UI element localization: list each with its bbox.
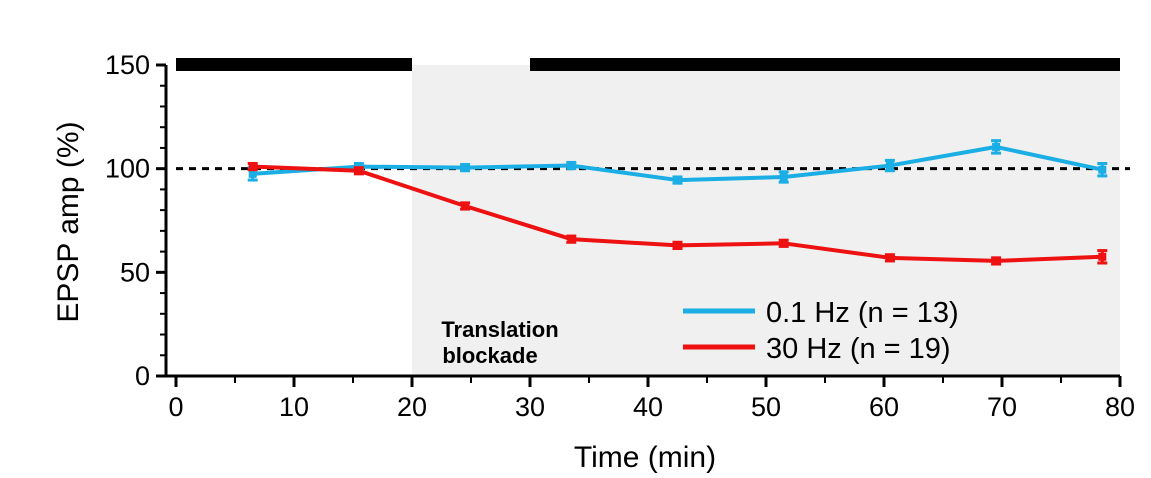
series-1 — [247, 161, 1108, 266]
x-axis-title: Time (min) — [574, 441, 716, 474]
y-tick-label: 50 — [120, 257, 150, 287]
x-tick-label: 10 — [279, 392, 309, 422]
data-point — [992, 142, 1001, 151]
data-point — [673, 176, 682, 185]
y-tick-label: 0 — [135, 361, 150, 391]
y-axis-title: EPSP amp (%) — [52, 121, 85, 322]
x-tick-label: 80 — [1105, 392, 1135, 422]
data-point — [1098, 165, 1107, 174]
data-point — [673, 241, 682, 250]
x-tick-label: 0 — [168, 392, 183, 422]
data-point — [885, 161, 894, 170]
data-point — [567, 235, 576, 244]
data-point — [992, 256, 1001, 265]
x-tick-label: 20 — [397, 392, 427, 422]
x-tick-label: 60 — [869, 392, 899, 422]
data-point — [885, 253, 894, 262]
treatment-bar-1 — [530, 58, 1120, 71]
series-layer — [247, 139, 1108, 266]
legend: 0.1 Hz (n = 13) 30 Hz (n = 19) — [683, 297, 959, 365]
legend-label-0-1hz: 0.1 Hz (n = 13) — [766, 297, 959, 329]
treatment-bars-layer — [176, 58, 1120, 71]
x-tick-label: 40 — [633, 392, 663, 422]
shaded-region-layer — [412, 65, 1120, 376]
y-tick-label: 100 — [105, 154, 150, 184]
legend-label-30hz: 30 Hz (n = 19) — [766, 333, 951, 365]
axes-layer: 0 50 100 150 0 10 20 30 40 50 60 70 80 — [105, 50, 1135, 422]
data-point — [779, 172, 788, 181]
data-point — [567, 161, 576, 170]
data-point — [248, 162, 257, 171]
data-point — [461, 163, 470, 172]
x-tick-label: 50 — [751, 392, 781, 422]
treatment-bar-0 — [176, 58, 412, 71]
translation-blockade-region — [412, 65, 1120, 376]
x-tick-label: 70 — [987, 392, 1017, 422]
data-point — [461, 201, 470, 210]
data-point — [779, 239, 788, 248]
data-point — [354, 166, 363, 175]
series-0 — [247, 139, 1108, 185]
data-point — [248, 169, 257, 178]
data-point — [1098, 252, 1107, 261]
shaded-region-label-line2: blockade — [442, 343, 537, 368]
y-tick-label: 150 — [105, 50, 150, 80]
shaded-region-label-line1: Translation — [441, 317, 558, 342]
x-tick-label: 30 — [515, 392, 545, 422]
